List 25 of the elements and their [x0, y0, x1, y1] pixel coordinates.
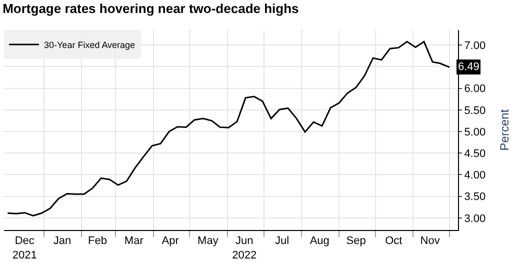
x-tick-label: Mar — [124, 235, 144, 248]
chart-title: Mortgage rates hovering near two-decade highs — [2, 1, 299, 16]
x-tick-label: Jan — [53, 235, 72, 248]
y-tick-label: 6.00 — [464, 83, 486, 96]
x-tick-label: Jun 2022 — [232, 235, 257, 262]
y-tick-label: 5.50 — [464, 104, 486, 117]
y-tick-label: 5.00 — [464, 126, 486, 138]
y-tick-label: 7.00 — [464, 40, 486, 52]
y-tick-label: 4.50 — [464, 148, 486, 160]
x-tick-label: Sep — [346, 235, 366, 248]
x-tick-label: Oct — [385, 235, 402, 248]
data-label: 6.49 — [458, 61, 480, 73]
x-tick-label: May — [198, 235, 219, 248]
x-tick-label: Jul — [274, 235, 290, 248]
x-tick-label: Nov — [420, 235, 440, 248]
legend-label: 30-Year Fixed Average — [44, 40, 136, 50]
y-tick-label: 3.50 — [464, 191, 486, 204]
x-tick-label: Apr — [162, 235, 180, 248]
y-tick-label: 4.00 — [464, 170, 486, 182]
y-tick-label: 3.00 — [464, 212, 486, 225]
x-tick-label: Aug — [310, 235, 330, 248]
line-series — [6, 40, 450, 216]
x-tick-label: Feb — [88, 235, 107, 248]
y-axis-title: Percent — [498, 108, 512, 151]
x-tick-label: Dec 2021 — [12, 235, 37, 262]
